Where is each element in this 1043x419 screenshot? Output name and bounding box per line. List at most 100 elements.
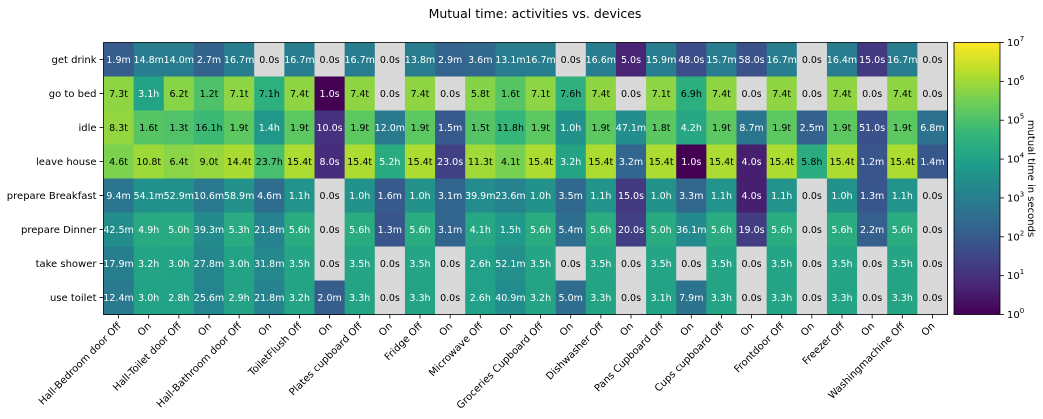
- heatmap-cell: [465, 246, 496, 281]
- heatmap-cell: [766, 144, 798, 179]
- cell-label: 1.1h: [892, 191, 913, 202]
- cell-label: 3.5h: [771, 259, 792, 270]
- heatmap-cell: [826, 76, 858, 111]
- heatmap-cell: [555, 212, 587, 247]
- heatmap-cell: [736, 110, 768, 145]
- cell-label: 0.0s: [922, 259, 942, 270]
- cell-label: 19.0s: [739, 225, 765, 236]
- cell-label: 6.9h: [681, 89, 702, 100]
- cell-label: 3.0h: [138, 293, 159, 304]
- cell-label: 3.3h: [409, 293, 430, 304]
- cell-label: 0.0s: [320, 225, 340, 236]
- heatmap-cell: [525, 42, 557, 77]
- cell-label: 10.6m: [194, 191, 224, 202]
- heatmap-cell: [495, 110, 526, 145]
- heatmap-cell: [103, 212, 135, 247]
- colorbar-ticks: 100 101 102 103 104 105 106 107: [1000, 35, 1025, 321]
- heatmap-cell: [826, 246, 858, 281]
- heatmap-cell: [254, 246, 285, 281]
- heatmap-cell: [736, 144, 768, 179]
- cell-label: 48.0s: [678, 55, 704, 66]
- heatmap-cell: [133, 144, 165, 179]
- cell-label: 1.3t: [169, 123, 188, 134]
- cell-label: 3.5h: [590, 259, 611, 270]
- heatmap-cell: [344, 280, 376, 315]
- column-label: On: [498, 321, 516, 339]
- cell-label: 7.4t: [833, 89, 852, 100]
- heatmap-cell: [344, 144, 376, 179]
- cell-label: 11.8h: [497, 123, 524, 134]
- heatmap-cell: [133, 76, 165, 111]
- cell-label: 6.2t: [169, 89, 188, 100]
- heatmap-cell: [344, 178, 376, 213]
- heatmap-cell: [404, 76, 436, 111]
- heatmap-cell: [766, 76, 798, 111]
- heatmap-cell: [314, 42, 346, 77]
- heatmap-cell: [495, 42, 526, 77]
- heatmap-cell: [525, 246, 557, 281]
- cell-label: 3.3h: [349, 293, 370, 304]
- cell-label: 3.6m: [468, 55, 492, 66]
- cell-label: 0.0s: [440, 293, 460, 304]
- cell-label: 1.0s: [681, 157, 701, 168]
- cell-label: 1.1h: [771, 191, 792, 202]
- cell-label: 5.6h: [711, 225, 732, 236]
- heatmap-cell: [344, 212, 376, 247]
- cell-label: 1.5m: [438, 123, 462, 134]
- cell-label: 5.6h: [530, 225, 551, 236]
- heatmap-cell: [676, 246, 707, 281]
- heatmap-cell: [585, 42, 617, 77]
- heatmap-cell: [796, 42, 828, 77]
- cell-label: 15.4t: [588, 157, 613, 168]
- heatmap-cell: [615, 42, 647, 77]
- heatmap-cell: [374, 178, 406, 213]
- cell-label: 1.6t: [501, 89, 520, 100]
- heatmap-cell: [615, 110, 647, 145]
- colorbar-gradient: [953, 42, 1001, 315]
- cell-label: 0.0s: [802, 89, 822, 100]
- heatmap-cell: [796, 212, 828, 247]
- heatmap-cell: [193, 76, 225, 111]
- cell-label: 2.6h: [470, 293, 491, 304]
- colorbar-tick-label: 106: [1007, 74, 1025, 88]
- cell-label: 0.0s: [320, 191, 340, 202]
- heatmap-cell: [766, 110, 798, 145]
- heatmap-cell: [133, 246, 165, 281]
- heatmap-cell: [465, 212, 496, 247]
- cell-label: 31.8m: [254, 259, 284, 270]
- heatmap-cell: [193, 178, 225, 213]
- cell-label: 47.1m: [616, 123, 646, 134]
- cell-label: 3.5h: [711, 259, 732, 270]
- cell-label: 14.4t: [227, 157, 252, 168]
- cell-label: 5.6h: [590, 225, 611, 236]
- heatmap-cell: [224, 280, 255, 315]
- column-label: Microwave Off: [427, 320, 486, 379]
- heatmap-cell: [736, 246, 768, 281]
- cell-label: 7.4t: [893, 89, 912, 100]
- heatmap-cell: [404, 110, 436, 145]
- cell-label: 0.0s: [862, 89, 882, 100]
- chart-title: Mutual time: activities vs. devices: [429, 6, 642, 21]
- heatmap-cell: [103, 246, 135, 281]
- cell-label: 9.0t: [200, 157, 219, 168]
- plot-frame: [103, 42, 948, 315]
- cell-label: 4.6m: [257, 191, 281, 202]
- cell-label: 3.5h: [892, 259, 913, 270]
- heatmap-cell: [284, 144, 315, 179]
- heatmap-cell: [435, 246, 466, 281]
- heatmap-cell: [163, 246, 195, 281]
- cell-label: 10.8t: [136, 157, 161, 168]
- cell-label: 1.0h: [409, 191, 430, 202]
- row-label: take shower: [36, 259, 98, 270]
- column-label: Hall-Bedroom door Off: [37, 320, 124, 407]
- heatmap-cell: [555, 76, 587, 111]
- colorbar-tick-label: 100: [1007, 307, 1024, 321]
- cell-label: 16.1h: [195, 123, 222, 134]
- heatmap-cell: [706, 246, 737, 281]
- cell-label: 3.5m: [559, 191, 583, 202]
- cell-label: 15.0s: [618, 191, 644, 202]
- cell-label: 1.4h: [259, 123, 280, 134]
- cell-label: 16.7m: [887, 55, 917, 66]
- column-label: On: [739, 321, 757, 339]
- heatmap-cell: [585, 246, 617, 281]
